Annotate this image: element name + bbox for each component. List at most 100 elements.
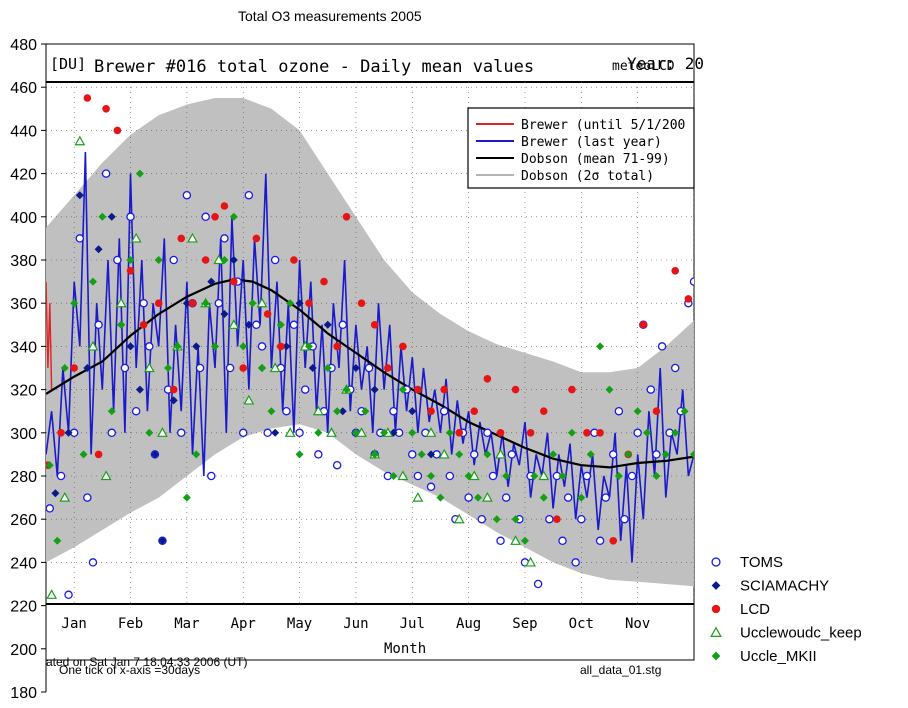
data-point — [282, 342, 291, 351]
data-point — [263, 428, 272, 438]
data-point — [154, 256, 163, 264]
data-point — [239, 342, 248, 351]
data-point — [502, 472, 511, 480]
data-point — [244, 190, 254, 200]
month-label: Jun — [343, 616, 368, 632]
data-point — [75, 234, 85, 243]
data-point — [380, 428, 389, 437]
data-point — [483, 375, 492, 383]
data-point — [83, 94, 92, 102]
data-point — [646, 385, 656, 394]
data-point — [182, 299, 191, 308]
data-point — [455, 450, 464, 459]
data-point — [413, 471, 423, 481]
data-point — [530, 472, 539, 480]
data-point — [605, 385, 614, 394]
data-point — [583, 429, 591, 437]
data-point — [252, 320, 261, 330]
data-point — [351, 364, 360, 372]
data-point — [510, 535, 521, 545]
data-point — [436, 493, 445, 502]
data-point — [177, 234, 186, 243]
data-point — [70, 299, 79, 308]
data-point — [46, 589, 58, 599]
data-point — [79, 450, 88, 459]
data-point — [469, 450, 479, 459]
month-label: Nov — [625, 616, 650, 632]
data-point — [130, 232, 142, 243]
outer-y-tick-label: 380 — [10, 253, 37, 270]
outer-y-tick-label: 300 — [10, 426, 37, 443]
data-point — [671, 428, 680, 437]
data-point — [276, 342, 285, 351]
data-point — [295, 428, 304, 438]
data-point — [525, 556, 537, 567]
data-point — [408, 407, 417, 416]
data-point — [577, 514, 586, 524]
data-point — [286, 299, 295, 308]
data-point — [270, 255, 280, 265]
data-point — [357, 299, 366, 308]
data-point — [671, 267, 680, 275]
data-point — [126, 212, 135, 222]
data-point — [652, 472, 661, 480]
data-point — [408, 450, 417, 459]
month-label: Jan — [62, 616, 87, 632]
data-point — [427, 450, 436, 459]
data-point — [289, 320, 299, 330]
data-point — [295, 450, 304, 459]
data-point — [305, 299, 313, 308]
data-point — [507, 450, 517, 459]
data-point — [620, 514, 629, 524]
data-point — [211, 213, 219, 221]
data-point — [276, 320, 285, 329]
data-point — [131, 406, 141, 416]
data-point — [539, 407, 548, 416]
data-point — [187, 232, 198, 243]
legend-label: LCD — [740, 601, 770, 618]
data-point — [427, 472, 436, 480]
data-point — [238, 428, 248, 438]
data-point — [314, 428, 323, 437]
data-point — [633, 407, 642, 416]
outer-y-tick-label: 320 — [10, 383, 37, 400]
data-point — [248, 299, 257, 308]
data-point — [229, 256, 238, 264]
data-point — [477, 514, 487, 524]
data-point — [87, 340, 99, 351]
data-point — [488, 471, 498, 481]
inner-overlap-label: meteoLCD — [612, 59, 675, 74]
data-point — [643, 428, 652, 437]
data-point — [220, 256, 229, 264]
data-point — [75, 191, 84, 200]
data-point — [201, 299, 210, 308]
data-point — [256, 297, 268, 308]
data-point — [88, 558, 98, 567]
data-point — [271, 428, 280, 437]
data-point — [192, 450, 201, 459]
data-point — [624, 450, 633, 459]
inner-legend: Brewer (until 5/1/200 Brewer (last year) D… — [467, 107, 695, 189]
data-point — [83, 493, 92, 502]
data-point — [445, 428, 454, 437]
data-point — [107, 428, 116, 438]
data-point — [338, 407, 347, 416]
data-point — [455, 429, 464, 437]
data-point — [192, 342, 201, 351]
data-point — [229, 212, 238, 221]
data-point — [408, 428, 417, 437]
month-labels: Jan Feb Mar Apr May Jun Jul Aug Sep Oct Nov — [62, 616, 651, 632]
data-point — [117, 320, 126, 329]
data-point — [284, 427, 296, 437]
data-point — [220, 310, 229, 318]
data-point — [496, 536, 505, 546]
data-point — [496, 429, 505, 437]
data-point — [426, 482, 436, 492]
outer-y-tick-label: 480 — [10, 37, 37, 54]
data-point — [526, 429, 535, 437]
data-point — [300, 385, 310, 394]
data-point — [342, 385, 351, 394]
data-point — [333, 342, 341, 351]
data-point — [501, 493, 511, 502]
data-point — [157, 427, 168, 437]
